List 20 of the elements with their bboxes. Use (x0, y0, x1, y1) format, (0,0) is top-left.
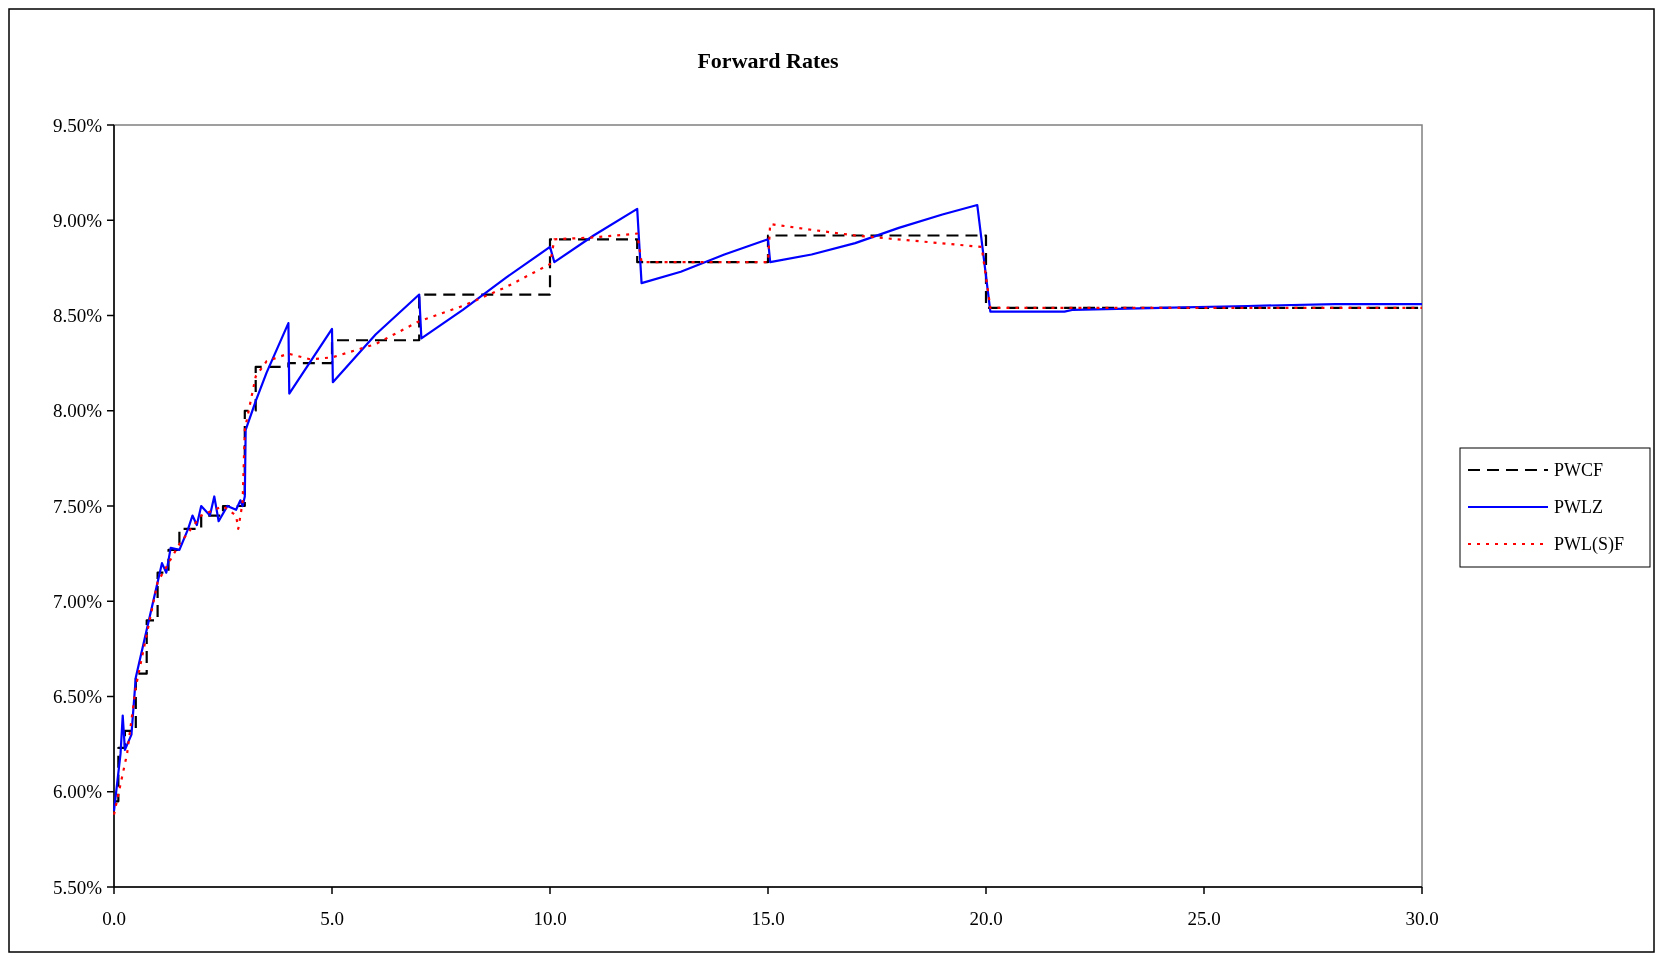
y-tick-label: 6.50% (52, 686, 103, 708)
x-tick-label: 25.0 (1187, 908, 1221, 929)
x-tick-label: 30.0 (1405, 908, 1439, 929)
chart-title: Forward Rates (697, 48, 839, 73)
y-tick-label: 5.50% (52, 876, 103, 898)
y-tick-label: 7.00% (52, 590, 103, 612)
y-tick-label: 8.00% (52, 400, 103, 422)
legend-label: PWCF (1554, 460, 1604, 481)
x-tick-label: 10.0 (533, 908, 567, 929)
x-tick-label: 5.0 (320, 908, 344, 929)
legend-label: PWL(S)F (1554, 534, 1625, 556)
y-tick-label: 9.50% (52, 114, 103, 136)
y-tick-label: 7.50% (52, 495, 103, 517)
y-tick-label: 9.00% (52, 209, 103, 231)
x-tick-label: 20.0 (969, 908, 1003, 929)
x-tick-label: 15.0 (751, 908, 785, 929)
y-tick-label: 8.50% (52, 305, 103, 327)
y-tick-label: 6.00% (52, 781, 103, 803)
x-tick-label: 0.0 (102, 908, 126, 929)
legend-label: PWLZ (1554, 497, 1603, 518)
